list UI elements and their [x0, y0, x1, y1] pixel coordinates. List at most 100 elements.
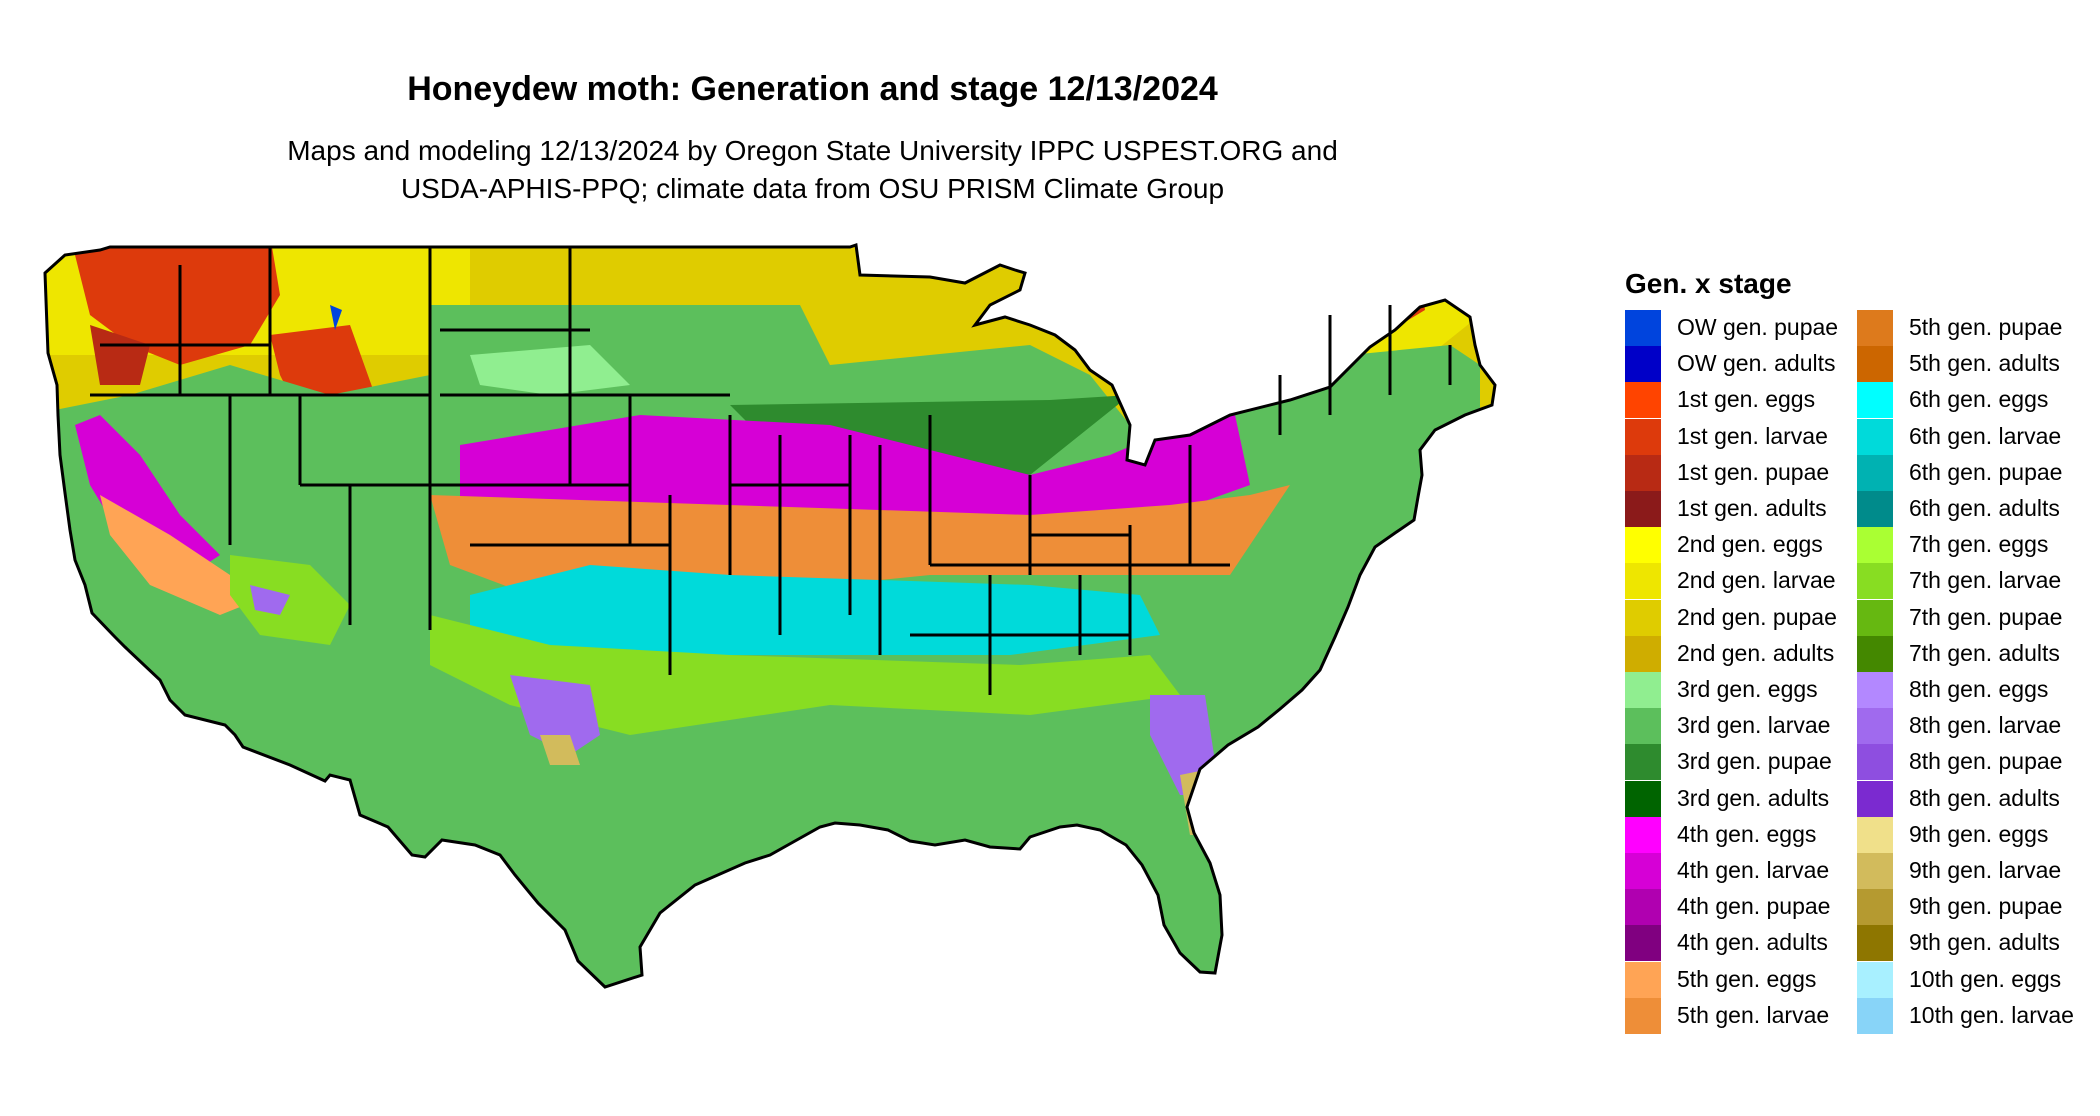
- legend-swatch: [1857, 961, 1893, 998]
- legend-label: 2nd gen. adults: [1677, 639, 1835, 666]
- legend-label: 1st gen. adults: [1677, 495, 1827, 521]
- legend-label: 4th gen. larvae: [1677, 857, 1830, 883]
- legend-label: 9th gen. pupae: [1909, 893, 2063, 920]
- legend-label: 2nd gen. pupae: [1677, 603, 1837, 630]
- legend-swatch: [1625, 599, 1661, 636]
- legend-label: 7th gen. adults: [1909, 639, 2060, 666]
- legend-swatch: [1625, 816, 1661, 853]
- legend-label: 9th gen. eggs: [1909, 820, 2049, 847]
- zone-1st-gen-pupae-cascades: [90, 325, 150, 385]
- zone-3rd-gen-eggs: [470, 345, 630, 395]
- legend-label: 10th gen. larvae: [1909, 1001, 2074, 1028]
- legend-swatch: [1857, 346, 1893, 383]
- legend-swatch: [1857, 889, 1893, 926]
- legend-label: 3rd gen. eggs: [1677, 676, 1818, 702]
- zone-4th-gen-larvae-california: [75, 415, 220, 575]
- legend-swatch: [1857, 454, 1893, 491]
- legend-swatch: [1857, 382, 1893, 419]
- legend-label: 4th gen. eggs: [1677, 820, 1817, 847]
- legend-swatch: [1625, 454, 1661, 491]
- zone-ow-pupae-1: [330, 305, 342, 330]
- legend-label: 9th gen. adults: [1909, 929, 2060, 956]
- zone-7th-gen-larvae: [430, 615, 1180, 735]
- legend-label: 9th gen. larvae: [1909, 857, 2062, 883]
- legend-swatch: [1857, 780, 1893, 817]
- state-borders: [43, 243, 1497, 989]
- legend-swatch: [1857, 563, 1893, 600]
- map-subtitle: Maps and modeling 12/13/2024 by Oregon S…: [0, 132, 1625, 208]
- legend-swatch: [1857, 310, 1893, 346]
- legend-label: 6th gen. eggs: [1909, 386, 2049, 413]
- legend-swatch: [1625, 563, 1661, 600]
- legend-swatch: [1857, 853, 1893, 889]
- legend-label: 2nd gen. larvae: [1677, 567, 1836, 594]
- legend-swatch: [1625, 853, 1661, 889]
- legend-swatch: [1625, 925, 1661, 962]
- legend-label: 1st gen. eggs: [1677, 386, 1816, 413]
- map-title: Honeydew moth: Generation and stage 12/1…: [407, 70, 1218, 108]
- legend-label: 7th gen. larvae: [1909, 567, 2062, 594]
- legend-label: 4th gen. pupae: [1677, 893, 1831, 920]
- zone-8th-gen-larvae-texas: [510, 675, 600, 755]
- legend-label: 5th gen. eggs: [1677, 965, 1817, 992]
- legend-label: 8th gen. pupae: [1909, 748, 2063, 775]
- legend-swatch: [1857, 708, 1893, 745]
- legend-swatch: [1625, 708, 1661, 745]
- us-generation-map: [43, 243, 1497, 989]
- legend-label: 3rd gen. adults: [1677, 784, 1830, 811]
- legend-title: Gen. x stage: [1625, 268, 1792, 299]
- legend-label: 3rd gen. larvae: [1677, 712, 1831, 739]
- legend-swatch: [1857, 491, 1893, 527]
- legend-swatch: [1625, 961, 1661, 998]
- legend-swatch: [1857, 816, 1893, 853]
- legend-label: 5th gen. pupae: [1909, 314, 2063, 340]
- legend-swatch: [1625, 346, 1661, 383]
- legend-swatch: [1857, 635, 1893, 672]
- legend-swatch: [1857, 599, 1893, 636]
- legend-label: 8th gen. adults: [1909, 784, 2060, 811]
- zone-1st-gen-larvae-northwest: [70, 245, 280, 365]
- legend-label: 4th gen. adults: [1677, 929, 1828, 956]
- legend-swatch: [1625, 780, 1661, 817]
- zone-5th-gen-larvae: [430, 485, 1290, 595]
- legend-swatch: [1625, 527, 1661, 564]
- legend-swatch: [1857, 418, 1893, 455]
- legend-swatch: [1857, 997, 1893, 1034]
- legend-label: 5th gen. adults: [1909, 350, 2060, 377]
- legend-swatch: [1625, 672, 1661, 708]
- legend-label: OW gen. pupae: [1677, 314, 1839, 340]
- legend-swatch: [1857, 744, 1893, 781]
- zone-5th-gen-eggs-california: [100, 495, 270, 615]
- legend-swatch: [1625, 635, 1661, 672]
- legend-label: 3rd gen. pupae: [1677, 748, 1832, 775]
- generation-zones: [45, 245, 1495, 987]
- legend-label: 7th gen. eggs: [1909, 531, 2049, 558]
- legend-label: 6th gen. adults: [1909, 495, 2060, 521]
- legend-label: 2nd gen. eggs: [1677, 531, 1823, 558]
- legend-swatch: [1625, 997, 1661, 1034]
- zone-9th-gen-larvae-texas: [540, 735, 580, 765]
- legend-label: 8th gen. eggs: [1909, 676, 2049, 702]
- legend-label: 1st gen. larvae: [1677, 422, 1828, 449]
- zone-6th-gen-larvae: [470, 565, 1160, 655]
- legend: Gen. x stage OW gen. pupae OW gen. adults…: [1625, 268, 2085, 1048]
- legend-swatch: [1625, 889, 1661, 926]
- legend-swatch: [1857, 527, 1893, 564]
- legend-label: 6th gen. larvae: [1909, 422, 2062, 449]
- legend-label: 10th gen. eggs: [1909, 965, 2062, 992]
- legend-swatch: [1625, 310, 1661, 346]
- legend-label: OW gen. adults: [1677, 350, 1836, 377]
- legend-label: 1st gen. pupae: [1677, 458, 1830, 485]
- zone-7th-gen-larvae-arizona: [230, 555, 350, 645]
- legend-swatch: [1625, 491, 1661, 527]
- legend-label: 8th gen. larvae: [1909, 712, 2062, 739]
- subtitle-line-2: USDA-APHIS-PPQ; climate data from OSU PR…: [400, 173, 1225, 204]
- legend-label: 7th gen. pupae: [1909, 603, 2063, 630]
- legend-swatch: [1625, 744, 1661, 781]
- legend-swatch: [1625, 382, 1661, 419]
- legend-label: 6th gen. pupae: [1909, 458, 2063, 485]
- legend-swatch: [1857, 925, 1893, 962]
- legend-swatch: [1857, 672, 1893, 708]
- legend-swatch: [1625, 418, 1661, 455]
- subtitle-line-1: Maps and modeling 12/13/2024 by Oregon S…: [287, 135, 1338, 166]
